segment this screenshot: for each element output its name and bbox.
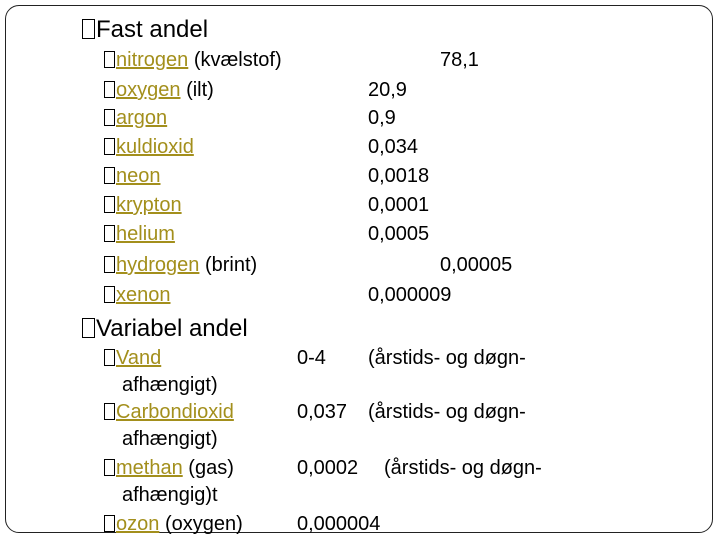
item-value: 0,9 <box>368 107 396 129</box>
bullet <box>104 138 115 155</box>
item-name[interactable]: Carbondioxid <box>116 401 234 423</box>
item-note: (brint) <box>204 254 258 276</box>
item-value: 0,0001 <box>368 194 430 216</box>
section-heading: Variabel andel <box>82 317 248 341</box>
bullet <box>104 225 115 242</box>
item-value: 78,1 <box>440 49 479 71</box>
item: oxygen (ilt) <box>104 80 214 100</box>
item-value: 0,000004 <box>297 513 381 535</box>
item-name[interactable]: methan <box>116 457 183 479</box>
slide-frame <box>5 5 713 533</box>
item-name[interactable]: oxygen <box>116 79 181 101</box>
item-name[interactable]: ozon <box>116 513 160 535</box>
bullet <box>104 109 115 126</box>
bullet <box>82 19 95 39</box>
section-heading: Fast andel <box>82 18 208 42</box>
item-comment: (årstids- og døgn- <box>384 457 542 479</box>
bullet <box>104 459 115 476</box>
item-value: 20,9 <box>368 79 407 101</box>
item: xenon <box>104 285 171 305</box>
item-value: 0,0018 <box>368 165 430 187</box>
item-name[interactable]: nitrogen <box>116 49 189 71</box>
item-name[interactable]: hydrogen <box>116 254 200 276</box>
item-comment-continuation: afhængigt) <box>122 428 218 450</box>
item-note: (oxygen) <box>164 513 243 535</box>
item-comment-continuation: afhængig)t <box>122 484 218 506</box>
item: helium <box>104 224 175 244</box>
item: ozon (oxygen) <box>104 514 243 534</box>
bullet <box>104 256 115 273</box>
item: methan (gas) <box>104 458 234 478</box>
item-comment: (årstids- og døgn- <box>368 347 526 369</box>
item: hydrogen (brint) <box>104 255 257 275</box>
section-title: Fast andel <box>96 16 209 43</box>
item: krypton <box>104 195 182 215</box>
item-value: 0-4 <box>297 347 326 369</box>
item-value: 0,0002 <box>297 457 359 479</box>
bullet <box>104 196 115 213</box>
bullet <box>104 515 115 532</box>
item: Carbondioxid <box>104 402 234 422</box>
bullet <box>104 286 115 303</box>
item-name[interactable]: kuldioxid <box>116 136 194 158</box>
item-note: (ilt) <box>186 79 214 101</box>
item-value: 0,0005 <box>368 223 430 245</box>
item-name[interactable]: helium <box>116 223 175 245</box>
bullet <box>104 403 115 420</box>
item-name[interactable]: krypton <box>116 194 182 216</box>
item: nitrogen (kvælstof) <box>104 50 282 70</box>
item-value: 0,000009 <box>368 284 452 306</box>
item: argon <box>104 108 167 128</box>
item-note: (gas) <box>188 457 234 479</box>
item: kuldioxid <box>104 137 194 157</box>
item-note: (kvælstof) <box>193 49 282 71</box>
bullet <box>104 81 115 98</box>
item-name[interactable]: argon <box>116 107 168 129</box>
bullet <box>104 349 115 366</box>
item: Vand <box>104 348 161 368</box>
bullet <box>82 318 95 338</box>
item: neon <box>104 166 161 186</box>
bullet <box>104 51 115 68</box>
item-name[interactable]: Vand <box>116 347 162 369</box>
bullet <box>104 167 115 184</box>
item-name[interactable]: xenon <box>116 284 171 306</box>
item-name[interactable]: neon <box>116 165 161 187</box>
item-comment: (årstids- og døgn- <box>368 401 526 423</box>
item-value: 0,034 <box>368 136 419 158</box>
section-title: Variabel andel <box>96 315 248 342</box>
item-value: 0,037 <box>297 401 348 423</box>
item-value: 0,00005 <box>440 254 513 276</box>
item-comment-continuation: afhængigt) <box>122 374 218 396</box>
